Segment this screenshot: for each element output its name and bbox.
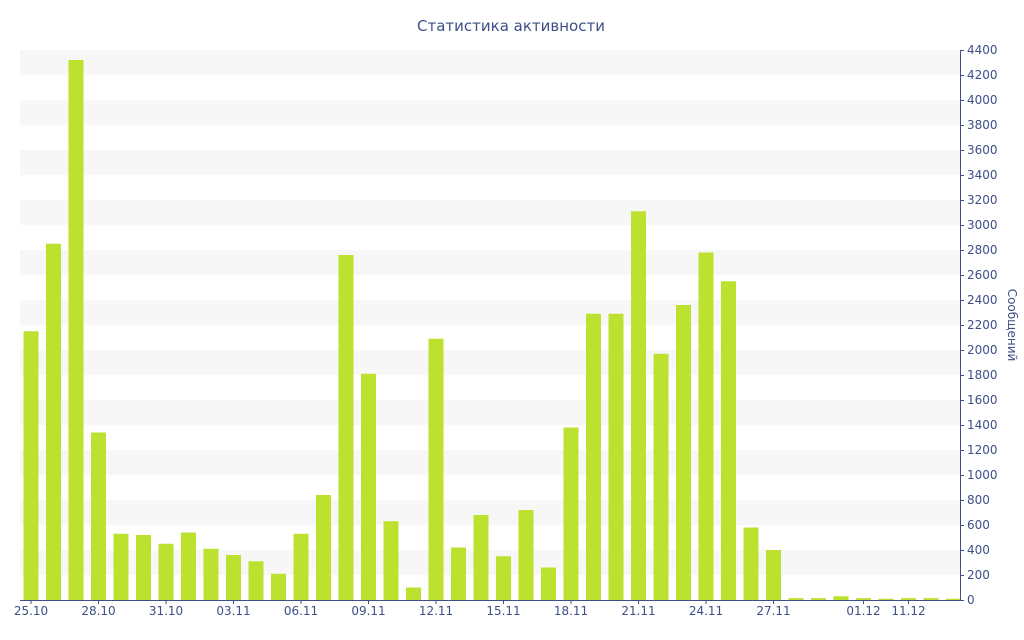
- bar-15.11: [496, 556, 511, 600]
- bar-06.11: [293, 533, 309, 600]
- y-tick-label: 2600: [967, 268, 998, 282]
- bar-22.11: [653, 353, 669, 600]
- x-tick-label: 25.10: [14, 604, 48, 618]
- y-tick-label: 3800: [967, 118, 998, 132]
- y-tick-label: 0: [967, 593, 975, 607]
- y-tick-label: 400: [967, 543, 990, 557]
- x-tick-label: 21.11: [621, 604, 655, 618]
- bar-29.11: [811, 598, 826, 600]
- bar-03.11: [226, 555, 241, 600]
- bar-14.11: [473, 515, 489, 600]
- y-tick-label: 2000: [967, 343, 998, 357]
- bar-02.11: [203, 548, 219, 600]
- bar-07.11: [316, 495, 331, 600]
- bar-21.12: [946, 598, 961, 600]
- bars: [23, 60, 961, 600]
- bar-25.10: [23, 331, 39, 600]
- x-tick-label: 11.12: [891, 604, 925, 618]
- bar-21.11: [631, 211, 646, 600]
- y-tick-label: 4400: [967, 43, 998, 57]
- y-tick-label: 1400: [967, 418, 998, 432]
- bar-30.11: [833, 596, 849, 600]
- bar-26.11: [743, 527, 759, 600]
- grid-band: [20, 300, 960, 325]
- y-tick-label: 2400: [967, 293, 998, 307]
- grid-band: [20, 100, 960, 125]
- x-tick-label: 28.10: [81, 604, 115, 618]
- y-tick-label: 4000: [967, 93, 998, 107]
- y-tick-label: 3400: [967, 168, 998, 182]
- y-tick-label: 2800: [967, 243, 998, 257]
- bar-10.11: [383, 521, 399, 600]
- y-tick-label: 3200: [967, 193, 998, 207]
- y-tick-label: 4200: [967, 68, 998, 82]
- x-tick-label: 24.11: [689, 604, 723, 618]
- bar-17.11: [541, 567, 556, 600]
- bar-05.11: [271, 573, 286, 600]
- bar-24.11: [698, 252, 714, 600]
- x-tick-label: 18.11: [554, 604, 588, 618]
- bar-18.11: [563, 427, 579, 600]
- grid-band: [20, 50, 960, 75]
- bar-31.10: [158, 543, 174, 600]
- bar-23.11: [676, 305, 691, 600]
- x-tick-label: 27.11: [756, 604, 790, 618]
- bar-09.11: [361, 373, 376, 600]
- y-tick-label: 200: [967, 568, 990, 582]
- bar-16.12: [923, 598, 939, 600]
- x-tick-labels: 25.10 28.10 31.10 03.11 06.11 09.11 12.11 15.11…: [14, 600, 926, 618]
- bar-01.11: [181, 532, 196, 600]
- y-tick-label: 1200: [967, 443, 998, 457]
- y-tick-label: 3000: [967, 218, 998, 232]
- bar-28.10: [91, 432, 106, 600]
- bar-04.11: [248, 561, 264, 600]
- x-tick-label: 03.11: [216, 604, 250, 618]
- grid-band: [20, 200, 960, 225]
- y-tick-label: 800: [967, 493, 990, 507]
- grid-band: [20, 550, 960, 575]
- x-tick-label: 01.12: [846, 604, 880, 618]
- bar-29.10: [113, 533, 129, 600]
- y-tick-label: 3600: [967, 143, 998, 157]
- bar-27.11: [766, 550, 781, 600]
- x-tick-label: 31.10: [149, 604, 183, 618]
- y-axis-label: Сообщений: [1005, 289, 1019, 362]
- grid-band: [20, 450, 960, 475]
- y-tick-label: 1000: [967, 468, 998, 482]
- x-tick-label: 09.11: [351, 604, 385, 618]
- y-tick-label: 2200: [967, 318, 998, 332]
- grid-band: [20, 250, 960, 275]
- chart-title: Статистика активности: [417, 17, 605, 35]
- y-tick-label: 600: [967, 518, 990, 532]
- bar-11.11: [406, 587, 421, 600]
- bar-19.11: [586, 313, 601, 600]
- bar-27.10: [68, 60, 84, 600]
- grid-band: [20, 150, 960, 175]
- x-tick-label: 12.11: [419, 604, 453, 618]
- grid-band: [20, 350, 960, 375]
- x-tick-label: 06.11: [284, 604, 318, 618]
- bar-26.10: [46, 243, 61, 600]
- bar-25.11: [721, 281, 736, 600]
- bar-13.11: [451, 547, 466, 600]
- y-tick-labels: 0 200 400 600 800 1000 1200 1400 1600 1800 2000 220…: [960, 43, 998, 607]
- y-tick-label: 1600: [967, 393, 998, 407]
- y-tick-label: 1800: [967, 368, 998, 382]
- bar-06.12: [878, 598, 894, 600]
- bar-01.12: [856, 598, 871, 600]
- bar-20.11: [608, 313, 624, 600]
- bar-11.12: [901, 598, 916, 600]
- grid-band: [20, 400, 960, 425]
- bar-12.11: [428, 338, 444, 600]
- x-tick-label: 15.11: [486, 604, 520, 618]
- grid-bands: [20, 50, 960, 575]
- bar-08.11: [338, 255, 354, 600]
- grid-band: [20, 500, 960, 525]
- bar-28.11: [788, 598, 804, 600]
- bar-16.11: [518, 510, 534, 600]
- bar-30.10: [136, 535, 151, 600]
